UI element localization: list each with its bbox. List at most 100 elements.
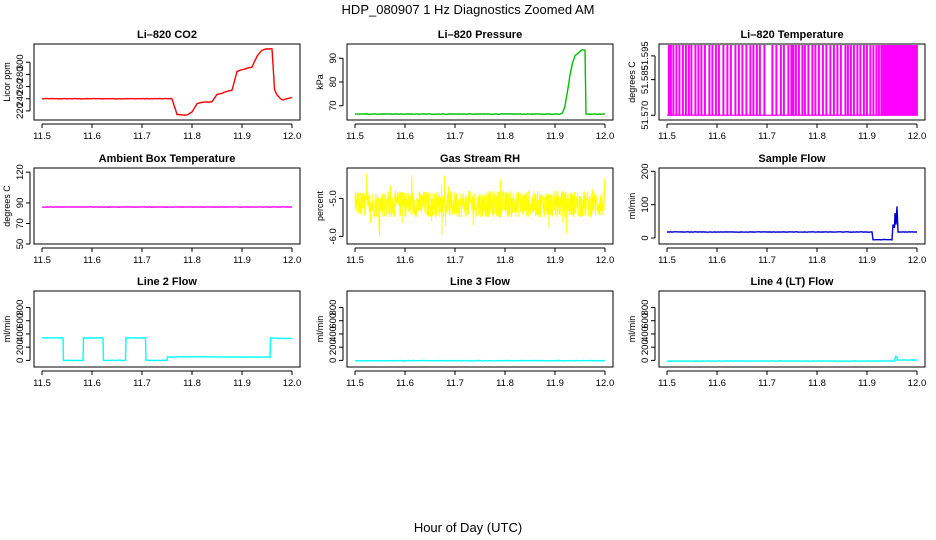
- y-tick-label: 400: [328, 326, 339, 342]
- x-tick-label: 11.6: [708, 378, 726, 389]
- x-tick-label: 11.8: [496, 255, 514, 266]
- y-tick-label: 51.570: [640, 101, 651, 130]
- x-tick-label: 11.9: [233, 255, 251, 266]
- series-line-ambient: [41, 206, 293, 209]
- panel-title: Li–820 CO2: [137, 29, 197, 41]
- x-tick-label: 12.0: [908, 255, 927, 266]
- plot-frame: [33, 167, 301, 245]
- plot-frame: [658, 167, 926, 245]
- y-tick-label: 90: [15, 198, 26, 209]
- y-axis-label: degrees C: [2, 185, 12, 227]
- series-line-rh: [354, 173, 606, 237]
- series-layer: [354, 49, 606, 116]
- y-tick-label: 200: [15, 339, 26, 355]
- y-tick-label: -5.0: [328, 190, 339, 206]
- panel-line-3-flow: Line 3 Flow 11.5 11.6 11.7 11.8 11.9 12.0 0 2004…: [315, 276, 614, 389]
- x-tick-label: 11.7: [758, 378, 776, 389]
- x-tick-label: 11.9: [546, 255, 564, 266]
- x-tick-label: 11.7: [758, 255, 776, 266]
- x-tick-label: 11.5: [346, 255, 364, 266]
- panel-line-4-lt-flow: Line 4 (LT) Flow 11.5 11.6 11.7 11.8 11.9 12.0…: [627, 276, 926, 389]
- panel-title: Sample Flow: [758, 153, 826, 165]
- x-tick-label: 11.5: [658, 131, 676, 142]
- y-tick-label: 800: [640, 300, 651, 316]
- x-tick-label: 11.6: [396, 378, 414, 389]
- x-tick-label: 12.0: [908, 378, 927, 389]
- plot-frame: [346, 43, 614, 121]
- series-line-sample: [666, 206, 917, 241]
- y-tick-label: 260: [15, 79, 26, 95]
- x-tick-label: 11.8: [183, 131, 201, 142]
- y-tick-label: 600: [15, 313, 26, 329]
- y-axis: 50 70 90 120: [15, 164, 31, 250]
- y-tick-label: 800: [328, 300, 339, 316]
- panels-grid: Li–820 CO2 11.5 11.6 11.7 11.8 11.9 12.0 220240…: [2, 29, 926, 389]
- y-tick-label: 0: [640, 358, 651, 363]
- x-tick-label: 11.5: [346, 378, 364, 389]
- y-tick-label: 200: [640, 163, 651, 179]
- y-tick-label: 200: [328, 339, 339, 355]
- x-tick-label: 11.9: [546, 378, 564, 389]
- panel-title: Line 4 (LT) Flow: [751, 276, 834, 288]
- series-layer: [667, 45, 918, 116]
- x-tick-label: 11.7: [133, 255, 151, 266]
- figure-title: HDP_080907 1 Hz Diagnostics Zoomed AM: [342, 2, 595, 17]
- figure-x-axis-label: Hour of Day (UTC): [414, 520, 522, 535]
- y-tick-label: 0: [640, 235, 651, 240]
- panel-title: Li–820 Temperature: [740, 29, 843, 41]
- x-axis: 11.5 11.6 11.7 11.8 11.9 12.0: [658, 247, 927, 266]
- panel-sample-flow: Sample Flow 11.5 11.6 11.7 11.8 11.9 12.0 0 100 2…: [627, 153, 926, 266]
- y-tick-label: 50: [15, 239, 26, 250]
- x-axis: 11.5 11.6 11.7 11.8 11.9 12.0: [33, 123, 302, 142]
- x-tick-label: 11.9: [858, 378, 876, 389]
- x-tick-label: 11.7: [446, 255, 464, 266]
- x-tick-label: 12.0: [283, 378, 302, 389]
- x-tick-label: 11.7: [446, 378, 464, 389]
- plot-frame: [33, 43, 301, 121]
- y-tick-label: 80: [328, 77, 339, 88]
- panel-title: Gas Stream RH: [440, 153, 520, 165]
- x-axis: 11.5 11.6 11.7 11.8 11.9 12.0: [33, 370, 302, 389]
- y-tick-label: 400: [640, 326, 651, 342]
- x-tick-label: 11.6: [83, 255, 101, 266]
- x-axis: 11.5 11.6 11.7 11.8 11.9 12.0: [33, 247, 302, 266]
- series-line-line2: [42, 336, 292, 362]
- y-tick-label: 0: [15, 358, 26, 363]
- x-tick-label: 11.8: [496, 378, 514, 389]
- series-layer: [42, 336, 292, 362]
- y-tick-label: 0: [328, 358, 339, 363]
- x-tick-label: 12.0: [596, 378, 615, 389]
- y-axis-label: ml/min: [627, 193, 637, 220]
- x-tick-label: 12.0: [283, 255, 302, 266]
- series-layer: [354, 173, 606, 237]
- panel-title: Line 3 Flow: [450, 276, 510, 288]
- x-axis: 11.5 11.6 11.7 11.8 11.9 12.0: [658, 370, 927, 389]
- x-tick-label: 11.9: [858, 131, 876, 142]
- y-axis-label: ml/min: [627, 316, 637, 343]
- x-tick-label: 11.7: [133, 378, 151, 389]
- y-tick-label: 240: [15, 91, 26, 107]
- series-layer: [666, 206, 917, 241]
- y-tick-label: -6.0: [328, 228, 339, 244]
- y-tick-label: 51.585: [640, 65, 651, 94]
- series-line-temperature: [667, 45, 918, 116]
- x-tick-label: 12.0: [283, 131, 302, 142]
- x-tick-label: 11.9: [233, 131, 251, 142]
- x-axis: 11.5 11.6 11.7 11.8 11.9 12.0: [346, 247, 614, 266]
- y-axis-label: ml/min: [315, 316, 325, 343]
- y-axis: 0 100 200: [640, 163, 656, 241]
- y-tick-label: 200: [640, 339, 651, 355]
- plot-frame: [33, 290, 301, 368]
- y-tick-label: 51.595: [640, 41, 651, 70]
- panel-title: Li–820 Pressure: [438, 29, 522, 41]
- x-tick-label: 11.6: [83, 378, 101, 389]
- y-tick-label: 70: [328, 100, 339, 111]
- y-tick-label: 300: [15, 54, 26, 70]
- x-tick-label: 11.8: [808, 378, 826, 389]
- series-line-line4: [666, 355, 918, 363]
- x-tick-label: 11.5: [33, 255, 51, 266]
- y-axis-label: degrees C: [627, 61, 637, 103]
